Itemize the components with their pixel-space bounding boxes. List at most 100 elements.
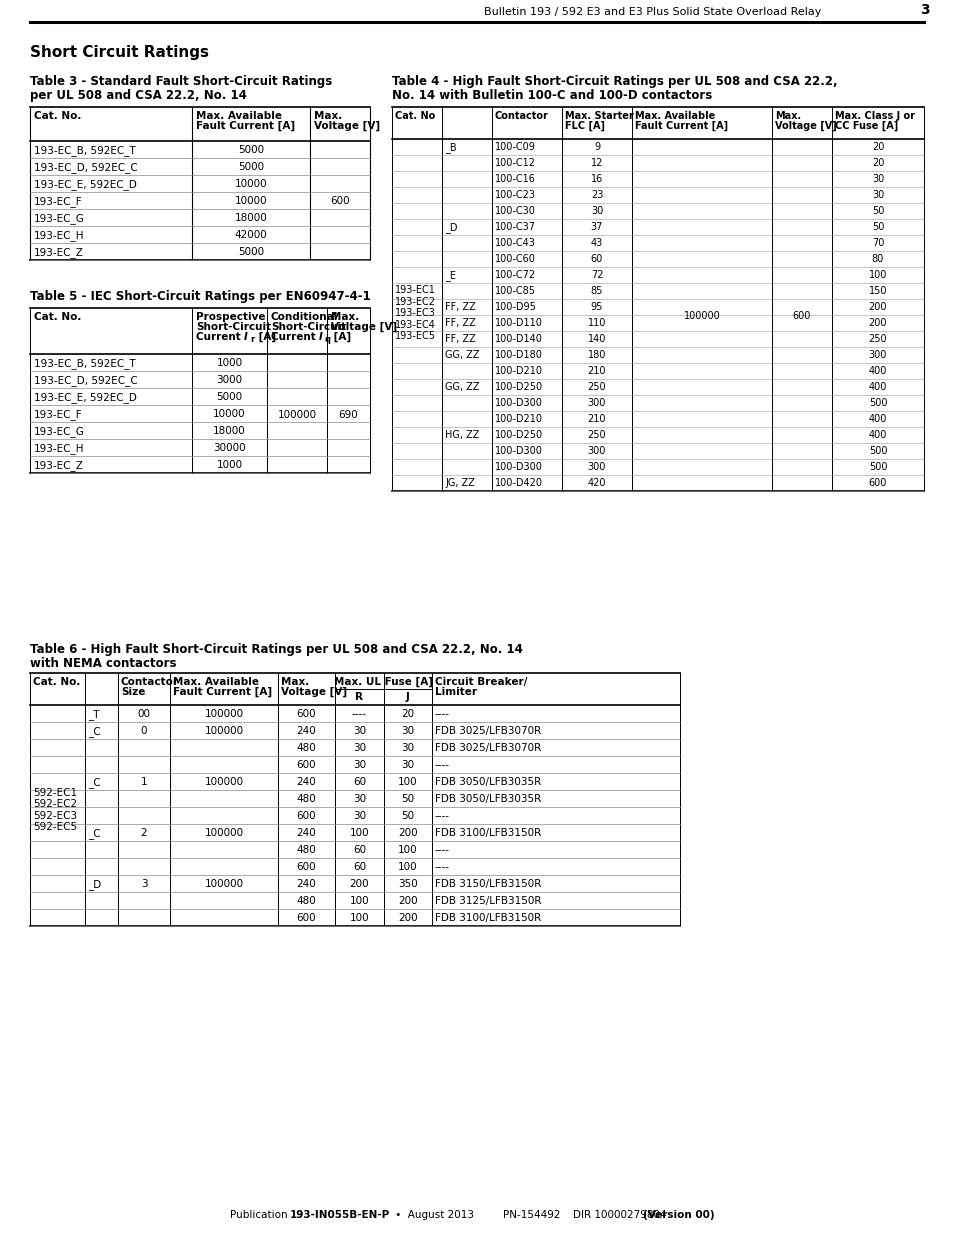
Text: JG, ZZ: JG, ZZ [444, 478, 475, 488]
Text: 600: 600 [792, 311, 810, 321]
Text: Contactor: Contactor [121, 677, 179, 687]
Text: _E: _E [444, 270, 456, 280]
Text: 60: 60 [353, 845, 366, 855]
Text: Bulletin 193 / 592 E3 and E3 Plus Solid State Overload Relay: Bulletin 193 / 592 E3 and E3 Plus Solid … [483, 7, 821, 17]
Text: Current: Current [195, 332, 244, 342]
Text: Contactor: Contactor [495, 111, 548, 121]
Text: 193-EC_G: 193-EC_G [34, 426, 85, 437]
Text: 193-EC_G: 193-EC_G [34, 212, 85, 224]
Text: 100-C30: 100-C30 [495, 206, 536, 216]
Text: 592-EC1
592-EC2
592-EC3
592-EC5: 592-EC1 592-EC2 592-EC3 592-EC5 [33, 788, 77, 832]
Text: DIR 10000279804: DIR 10000279804 [559, 1210, 669, 1220]
Text: 23: 23 [590, 190, 602, 200]
Text: I: I [318, 332, 322, 342]
Text: 400: 400 [868, 430, 886, 440]
Text: Max. Available: Max. Available [172, 677, 258, 687]
Text: 200: 200 [868, 317, 886, 329]
Text: per UL 508 and CSA 22.2, No. 14: per UL 508 and CSA 22.2, No. 14 [30, 89, 247, 103]
Text: 10000: 10000 [234, 179, 267, 189]
Text: 18000: 18000 [234, 212, 267, 224]
Text: 30: 30 [401, 743, 415, 753]
Text: 100-C16: 100-C16 [495, 174, 536, 184]
Text: 42000: 42000 [234, 230, 267, 240]
Text: 37: 37 [590, 222, 602, 232]
Text: 2: 2 [140, 827, 147, 839]
Text: 100-C37: 100-C37 [495, 222, 536, 232]
Text: 50: 50 [401, 811, 415, 821]
Text: 600: 600 [296, 811, 316, 821]
Text: Voltage [V]: Voltage [V] [331, 322, 396, 332]
Text: 600: 600 [330, 196, 350, 206]
Text: 16: 16 [590, 174, 602, 184]
Text: _C: _C [88, 726, 100, 737]
Text: 100000: 100000 [277, 410, 316, 420]
Text: 30: 30 [353, 794, 366, 804]
Text: J: J [406, 692, 410, 701]
Text: ----: ---- [435, 811, 450, 821]
Text: q: q [325, 335, 331, 345]
Text: Fault Current [A]: Fault Current [A] [195, 121, 294, 131]
Text: 210: 210 [587, 414, 605, 424]
Text: r: r [250, 335, 254, 345]
Text: _C: _C [88, 827, 100, 839]
Text: 100-C09: 100-C09 [495, 142, 536, 152]
Text: ----: ---- [435, 760, 450, 769]
Text: 3: 3 [140, 879, 147, 889]
Text: [A]: [A] [330, 332, 351, 342]
Text: 50: 50 [401, 794, 415, 804]
Text: FDB 3050/LFB3035R: FDB 3050/LFB3035R [435, 777, 540, 787]
Text: Fault Current [A]: Fault Current [A] [172, 687, 272, 698]
Text: 690: 690 [338, 410, 358, 420]
Text: 300: 300 [587, 398, 605, 408]
Text: Cat. No.: Cat. No. [34, 312, 81, 322]
Text: 5000: 5000 [237, 162, 264, 172]
Text: FDB 3100/LFB3150R: FDB 3100/LFB3150R [435, 913, 540, 923]
Text: Max.: Max. [314, 111, 342, 121]
Text: Max. Available: Max. Available [635, 111, 715, 121]
Text: 100-D110: 100-D110 [495, 317, 542, 329]
Text: Cat. No.: Cat. No. [33, 677, 80, 687]
Text: 100-D210: 100-D210 [495, 414, 542, 424]
Text: 100: 100 [350, 897, 369, 906]
Text: Table 5 - IEC Short-Circuit Ratings per EN60947-4-1: Table 5 - IEC Short-Circuit Ratings per … [30, 290, 371, 303]
Text: 30: 30 [353, 811, 366, 821]
Text: 100000: 100000 [204, 827, 243, 839]
Text: 95: 95 [590, 303, 602, 312]
Text: Circuit Breaker/: Circuit Breaker/ [435, 677, 527, 687]
Text: 30: 30 [871, 190, 883, 200]
Text: 43: 43 [590, 238, 602, 248]
Text: 500: 500 [868, 446, 886, 456]
Text: Size: Size [121, 687, 145, 697]
Text: 3000: 3000 [216, 375, 242, 385]
Text: 100-D420: 100-D420 [495, 478, 542, 488]
Text: FF, ZZ: FF, ZZ [444, 303, 476, 312]
Text: 200: 200 [868, 303, 886, 312]
Text: FF, ZZ: FF, ZZ [444, 317, 476, 329]
Text: 600: 600 [296, 862, 316, 872]
Text: 193-EC_B, 592EC_T: 193-EC_B, 592EC_T [34, 144, 135, 156]
Text: Voltage [V]: Voltage [V] [774, 121, 836, 131]
Text: Prospective: Prospective [195, 312, 265, 322]
Text: 00: 00 [137, 709, 151, 719]
Text: 100-C12: 100-C12 [495, 158, 536, 168]
Text: 400: 400 [868, 382, 886, 391]
Text: 300: 300 [587, 446, 605, 456]
Text: 193-EC_H: 193-EC_H [34, 230, 85, 241]
Text: 200: 200 [350, 879, 369, 889]
Text: 3: 3 [919, 2, 928, 17]
Text: Fault Current [A]: Fault Current [A] [635, 121, 727, 131]
Text: 400: 400 [868, 414, 886, 424]
Text: 100-D250: 100-D250 [495, 382, 542, 391]
Text: 100-C43: 100-C43 [495, 238, 536, 248]
Text: Cat. No: Cat. No [395, 111, 435, 121]
Text: 300: 300 [868, 350, 886, 359]
Text: 100-D140: 100-D140 [495, 333, 542, 345]
Text: 300: 300 [587, 462, 605, 472]
Text: 193-EC_F: 193-EC_F [34, 409, 83, 420]
Text: 30: 30 [871, 174, 883, 184]
Text: _D: _D [444, 222, 457, 233]
Text: Max.: Max. [281, 677, 309, 687]
Text: 60: 60 [590, 254, 602, 264]
Text: ----: ---- [435, 862, 450, 872]
Text: 50: 50 [871, 222, 883, 232]
